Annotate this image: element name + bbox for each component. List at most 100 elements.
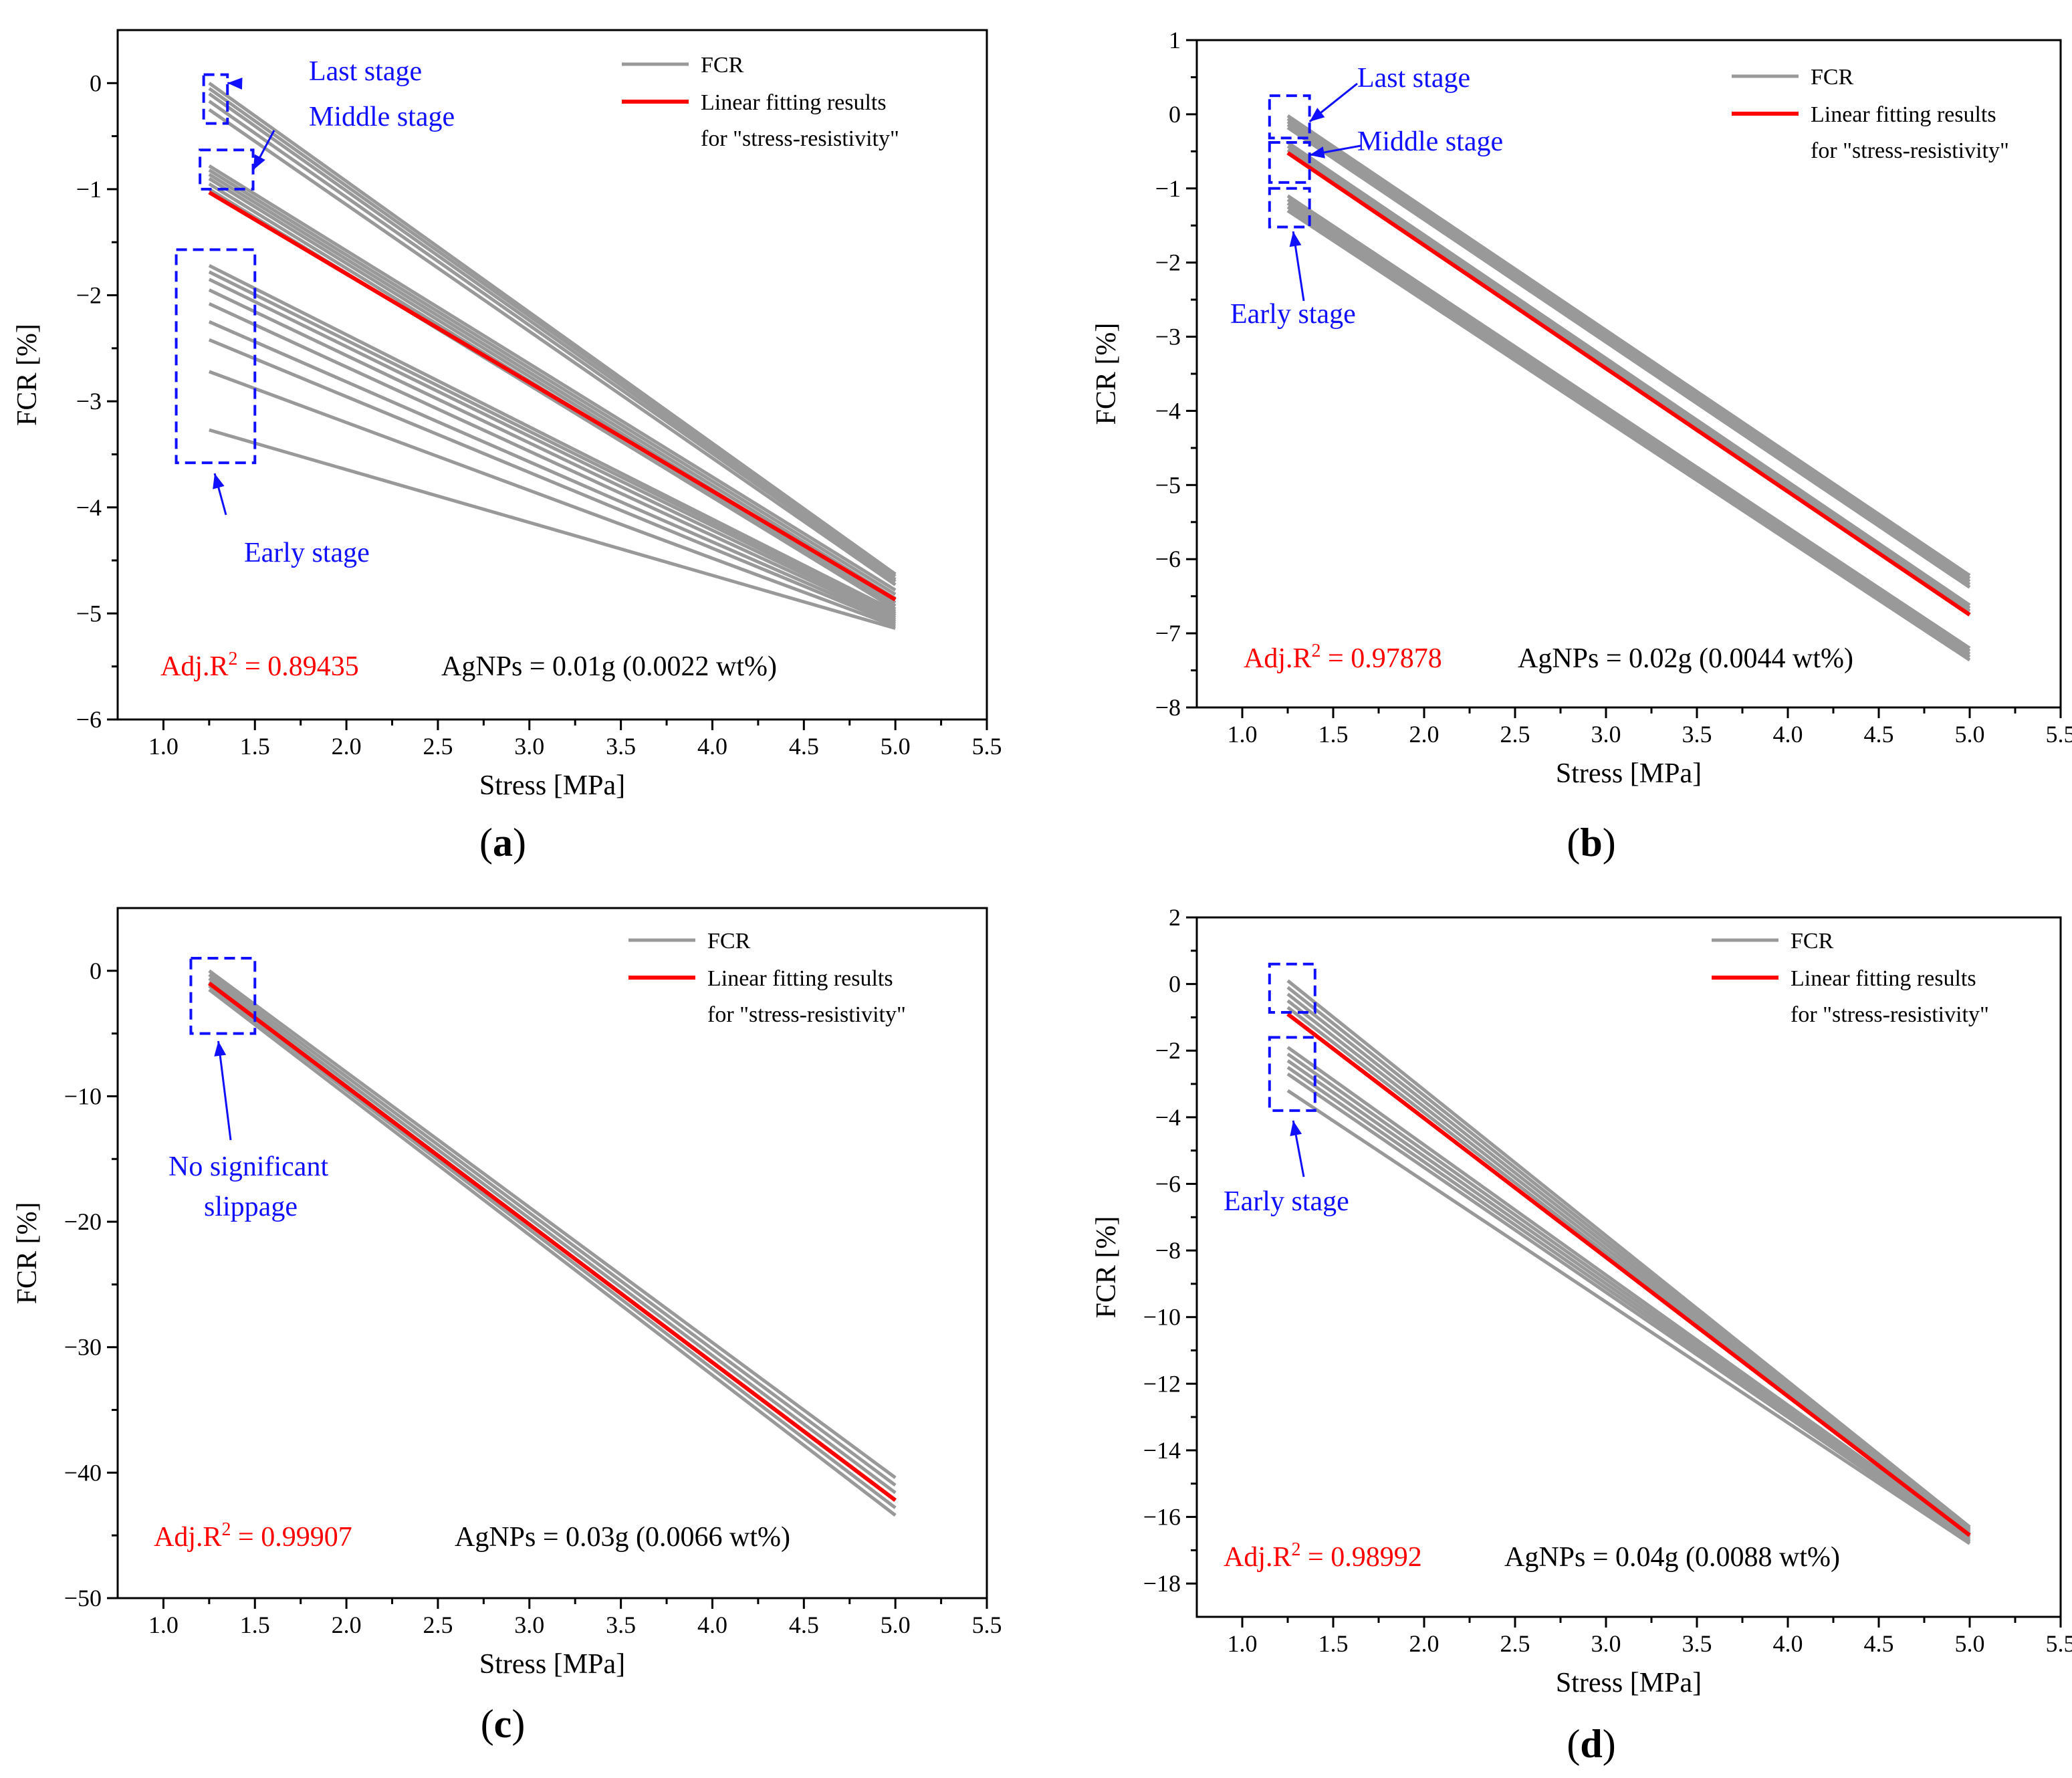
x-tick-label: 2.0 (1409, 721, 1440, 748)
fcr-series-line (1286, 999, 1971, 1533)
y-tick-label: −2 (1155, 249, 1181, 276)
legend-fit-label-line2: for "stress-resistivity" (1791, 1002, 1989, 1027)
fcr-series-line (1286, 1089, 1971, 1545)
fcr-series-line (208, 277, 897, 617)
stage-label: Last stage (1357, 63, 1470, 94)
fcr-series-line (208, 108, 897, 586)
stage-arrow (217, 1040, 232, 1141)
fcr-series-line (208, 263, 897, 613)
stage-box (175, 248, 257, 465)
y-tick-label: −4 (76, 494, 102, 521)
x-tick-label: 2.5 (1500, 721, 1530, 748)
x-tick-label: 3.5 (1682, 721, 1712, 748)
y-tick-label: 0 (1169, 101, 1181, 128)
fcr-series-line (1286, 140, 1971, 607)
y-tick-label: −5 (76, 600, 102, 627)
x-tick-label: 2.0 (332, 1612, 362, 1638)
x-tick-label: 3.0 (1591, 1630, 1621, 1657)
fcr-series-line (1286, 205, 1971, 659)
stage-arrowhead (1309, 146, 1325, 158)
y-tick-label: −8 (1155, 694, 1181, 721)
x-tick-label: 4.5 (789, 1612, 819, 1638)
x-tick-label: 3.5 (1682, 1630, 1712, 1657)
panel-label-letter: d (1580, 1722, 1602, 1766)
adj-r2-prefix: Adj.R (1244, 643, 1312, 674)
x-tick-label: 2.5 (423, 1612, 453, 1638)
x-tick-label: 4.0 (1773, 1630, 1803, 1657)
agnps-annotation: AgNPs = 0.02g (0.0044 wt%) (1518, 643, 1853, 674)
y-tick-label: −12 (1143, 1370, 1181, 1397)
y-tick-label: −1 (1155, 175, 1181, 202)
adj-r2-value: = 0.99907 (231, 1522, 352, 1553)
plot-frame (116, 907, 988, 1599)
legend-fit-label-line2: for "stress-resistivity" (707, 1002, 906, 1027)
plot-frame (1195, 916, 2062, 1618)
panel-label-open: ( (479, 820, 493, 865)
fcr-series-line (208, 164, 897, 592)
y-tick-label: −7 (1155, 620, 1181, 647)
adj-r2-value: = 0.98992 (1301, 1542, 1422, 1573)
x-tick-label: 4.0 (697, 733, 727, 760)
legend-fit-label-line2: for "stress-resistivity" (701, 126, 899, 151)
x-tick-label: 1.5 (240, 1612, 270, 1638)
y-tick-label: −18 (1143, 1570, 1181, 1597)
panel-label-close: ) (511, 1702, 525, 1746)
y-axis-label: FCR [%] (12, 1202, 43, 1305)
fcr-series-line (208, 82, 897, 576)
x-tick-label: 3.5 (606, 1612, 636, 1638)
agnps-annotation: AgNPs = 0.03g (0.0066 wt%) (455, 1522, 790, 1553)
stage-arrowhead (253, 154, 265, 171)
linear-fit-line (1286, 1012, 1971, 1537)
stage-box (1268, 94, 1311, 140)
y-tick-label: −16 (1143, 1504, 1181, 1531)
adj-r2-superscript: 2 (222, 1519, 231, 1540)
fcr-series-line (1286, 979, 1971, 1529)
stage-label-line2: slippage (204, 1192, 298, 1222)
linear-fit-line (208, 982, 897, 1503)
stage-arrowhead (1290, 1120, 1302, 1137)
fcr-series-line (208, 988, 897, 1517)
x-tick-label: 5.0 (881, 1612, 911, 1638)
adj-r2-prefix: Adj.R (160, 651, 229, 682)
y-tick-label: −2 (1155, 1037, 1181, 1064)
y-axis-label: FCR [%] (1091, 323, 1122, 425)
y-tick-label: −1 (76, 176, 102, 203)
x-tick-label: 4.0 (1773, 721, 1803, 748)
x-axis-label: Stress [MPa] (479, 1649, 625, 1680)
fcr-series-line (208, 100, 897, 583)
fcr-series-line (1286, 201, 1971, 656)
x-tick-label: 3.0 (1591, 721, 1621, 748)
fcr-series-line (1286, 194, 1971, 650)
y-tick-label: −3 (76, 388, 102, 415)
y-tick-label: −10 (64, 1083, 102, 1109)
legend-fcr-label: FCR (701, 53, 744, 78)
x-tick-label: 5.0 (881, 733, 911, 760)
y-tick-label: −40 (64, 1459, 102, 1486)
adj-r2-prefix: Adj.R (154, 1522, 222, 1553)
x-axis-label: Stress [MPa] (1556, 1668, 1702, 1698)
fcr-series-line (208, 973, 897, 1487)
x-tick-label: 1.5 (1318, 1630, 1349, 1657)
legend-fit-label-line1: Linear fitting results (701, 90, 887, 115)
stage-arrowhead (214, 1040, 227, 1057)
y-tick-label: −20 (64, 1208, 102, 1235)
fcr-series-line (1286, 209, 1971, 662)
y-tick-label: 0 (90, 958, 102, 984)
y-tick-label: −14 (1143, 1437, 1181, 1464)
y-tick-label: −4 (1155, 1104, 1181, 1131)
panel-label-close: ) (1603, 820, 1616, 865)
stage-label: Early stage (1224, 1186, 1349, 1217)
adj-r2-superscript: 2 (1312, 641, 1321, 661)
fcr-series-line (1286, 148, 1971, 613)
y-axis-label: FCR [%] (12, 324, 43, 426)
fcr-series-line (1286, 144, 1971, 610)
adj-r2-annotation: Adj.R2 = 0.89435 (160, 649, 359, 682)
x-tick-label: 2.5 (1500, 1630, 1530, 1657)
fcr-series-line (1286, 120, 1971, 583)
stage-label-line1: No significant (168, 1151, 328, 1182)
panel-label-letter: c (494, 1702, 512, 1746)
fcr-series-line (208, 338, 897, 626)
stage-box (1268, 187, 1311, 229)
